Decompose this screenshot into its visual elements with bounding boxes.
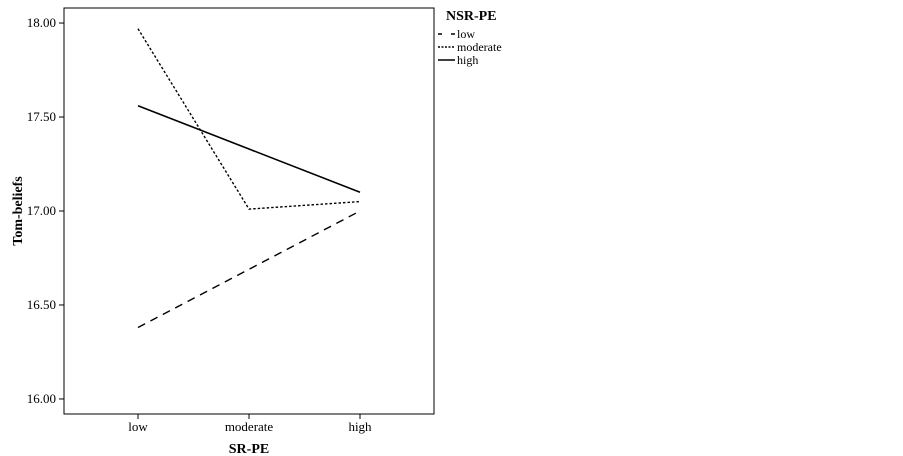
x-tick-label: low (128, 419, 148, 434)
series-lines (137, 28, 361, 329)
series-line-moderate (137, 28, 361, 210)
legend-label-low: low (457, 27, 475, 41)
y-tick-label: 17.00 (27, 203, 56, 218)
legend-label-high: high (457, 53, 478, 67)
y-axis: 16.00 16.50 17.00 17.50 18.00 (27, 15, 64, 406)
x-tick-label: moderate (225, 419, 274, 434)
series-line-high (137, 104, 361, 193)
series-line-low (137, 210, 361, 329)
legend-title: NSR-PE (446, 9, 497, 24)
y-tick-label: 16.50 (27, 297, 56, 312)
y-tick-label: 17.50 (27, 109, 56, 124)
legend-label-moderate: moderate (457, 40, 502, 54)
x-axis-title: SR-PE (229, 442, 269, 456)
y-tick-label: 16.00 (27, 391, 56, 406)
x-tick-label: high (348, 419, 372, 434)
y-axis-title: Tom-beliefs (11, 176, 26, 246)
x-axis: low moderate high (128, 414, 372, 434)
y-tick-label: 18.00 (27, 15, 56, 30)
plot-frame (63, 7, 435, 415)
